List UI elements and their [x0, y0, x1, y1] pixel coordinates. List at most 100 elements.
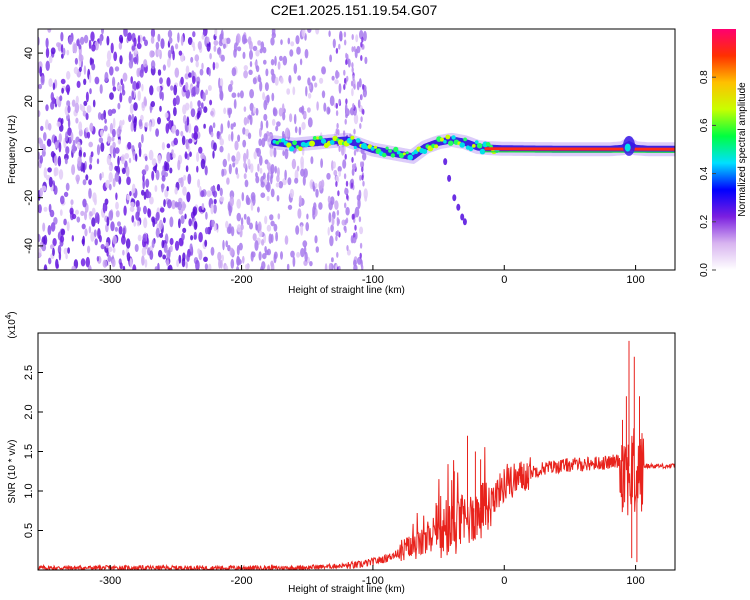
noise-dot [335, 181, 338, 187]
noise-dot [171, 199, 176, 210]
noise-dot [321, 66, 326, 75]
noise-dot [258, 230, 263, 238]
noise-dot [118, 42, 123, 50]
noise-dot [334, 200, 339, 210]
noise-dot [214, 62, 219, 69]
noise-dot [319, 77, 324, 84]
noise-dot [131, 215, 135, 223]
noise-dot [246, 148, 249, 160]
noise-dot [240, 217, 244, 227]
y-tick-label: 40 [23, 47, 35, 59]
noise-dot [118, 226, 123, 235]
noise-dot [144, 121, 149, 128]
noise-dot [76, 39, 80, 47]
noise-dot [96, 255, 100, 262]
noise-dot [249, 222, 253, 230]
noise-dot [273, 223, 278, 232]
noise-dot [157, 69, 162, 76]
noise-dot [237, 46, 242, 52]
noise-dot [311, 75, 316, 82]
noise-dot [328, 212, 332, 223]
noise-dot [174, 240, 180, 251]
noise-dot [262, 46, 267, 54]
ridge-blob [459, 142, 466, 148]
noise-dot [315, 188, 319, 198]
noise-dot [248, 69, 253, 76]
noise-dot [314, 82, 318, 88]
noise-dot [171, 125, 176, 134]
noise-dot [131, 113, 135, 122]
colorbar-tick-label: 0.6 [699, 118, 710, 132]
noise-dot [160, 38, 165, 49]
noise-dot [350, 80, 354, 87]
ridge-blob [474, 140, 479, 145]
noise-dot [110, 221, 115, 232]
noise-dot [334, 79, 339, 85]
noise-dot [62, 47, 66, 56]
noise-dot [60, 195, 65, 205]
noise-dot [361, 264, 364, 270]
noise-dot [276, 167, 280, 178]
noise-dot [336, 230, 340, 236]
noise-dot [39, 139, 44, 149]
noise-dot [259, 127, 262, 138]
noise-dot [47, 29, 52, 33]
noise-dot [345, 108, 349, 115]
noise-dot [115, 192, 118, 201]
noise-dot [197, 248, 201, 255]
noise-dot [201, 203, 205, 211]
noise-dot [198, 232, 203, 243]
noise-dot [262, 92, 266, 101]
noise-dot [169, 237, 174, 246]
ridge-blob [479, 148, 486, 155]
noise-dot [43, 264, 48, 270]
noise-dot [346, 193, 349, 200]
noise-dot [88, 39, 92, 50]
noise-dot [356, 81, 360, 91]
noise-dot [355, 231, 358, 240]
noise-dot [295, 35, 300, 45]
noise-dot [329, 54, 332, 63]
noise-dot [104, 118, 107, 124]
noise-dot [75, 117, 79, 124]
noise-dot [79, 36, 85, 45]
noise-dot [289, 49, 294, 57]
noise-dot [242, 139, 247, 148]
noise-dot [277, 213, 281, 220]
noise-dot [230, 131, 234, 142]
noise-dot [128, 51, 132, 63]
noise-dot [112, 247, 116, 253]
noise-dot [126, 194, 130, 201]
noise-dot [278, 107, 283, 117]
noise-dot [141, 133, 144, 144]
noise-dot [231, 67, 237, 77]
noise-dot [338, 265, 341, 270]
noise-dot [213, 142, 217, 152]
noise-dot [167, 29, 173, 39]
noise-dot [346, 249, 351, 256]
noise-dot [178, 50, 183, 56]
noise-dot [203, 123, 206, 129]
noise-dot [222, 43, 226, 49]
noise-dot [182, 203, 187, 209]
ridge-blob [471, 144, 476, 148]
spectrogram-x-axis: -300 -200 -100 0 100 [99, 265, 645, 286]
noise-dot [245, 194, 250, 205]
noise-dot [82, 235, 85, 247]
noise-dot [81, 223, 86, 230]
noise-dot [52, 247, 55, 257]
noise-dot [154, 185, 158, 192]
noise-dot [276, 175, 280, 183]
noise-dot [101, 29, 104, 35]
noise-dot [82, 110, 87, 117]
noise-dot [146, 191, 152, 199]
x-tick-label: 0 [501, 575, 507, 587]
noise-dot [203, 106, 208, 113]
noise-dot [112, 86, 117, 92]
noise-dot [143, 96, 147, 106]
noise-dot [142, 174, 145, 182]
noise-dot [315, 246, 319, 253]
y-tick-label: -20 [23, 190, 35, 206]
ridge-blob [398, 152, 405, 159]
noise-dot [213, 198, 217, 205]
